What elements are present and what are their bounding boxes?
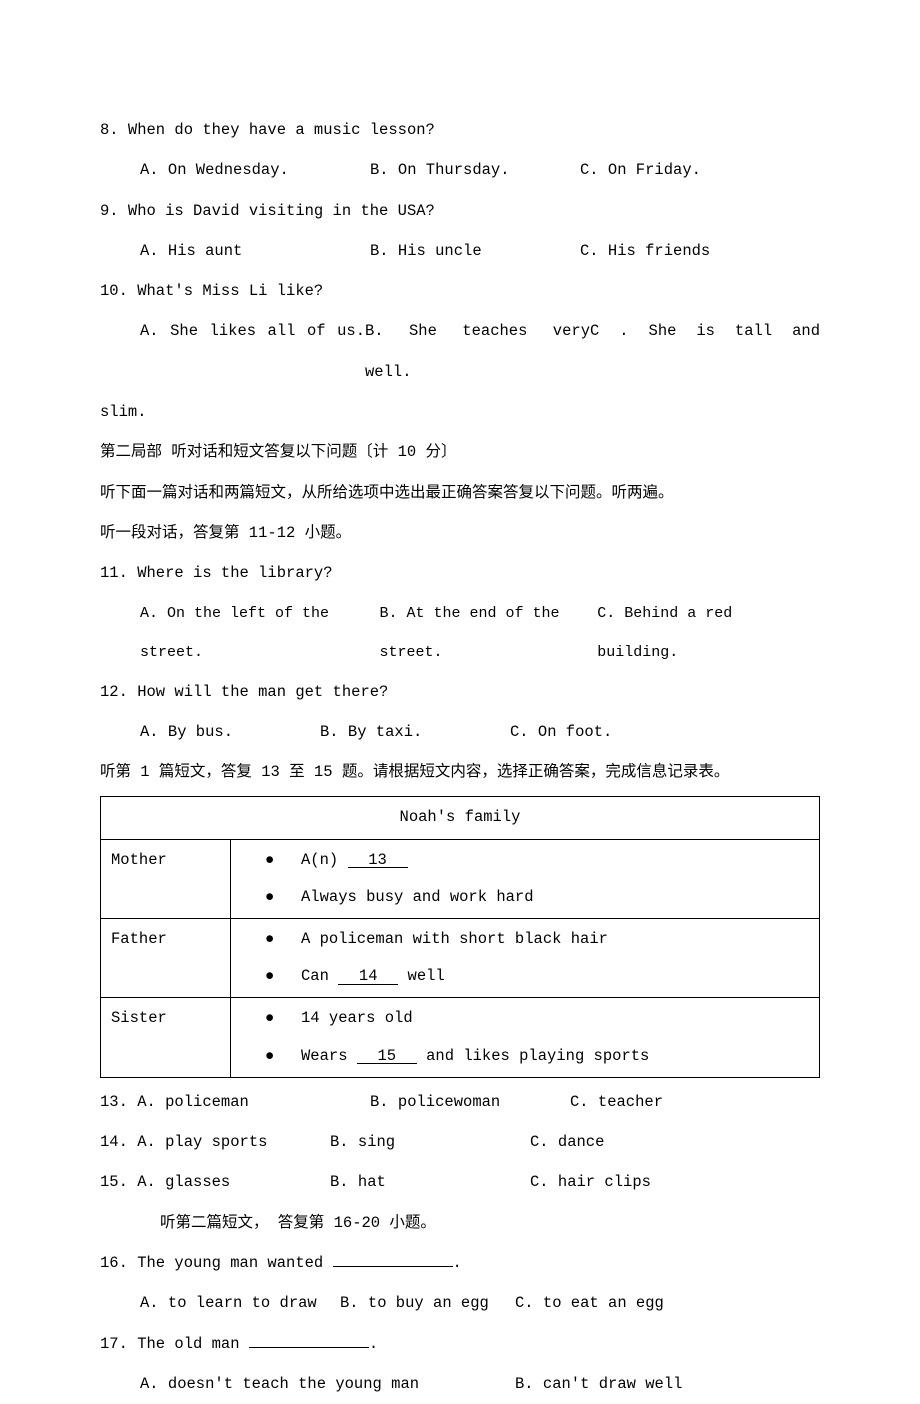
q16-opt-a: A. to learn to draw — [140, 1283, 340, 1323]
q17-opt-a: A. doesn't teach the young man — [140, 1364, 515, 1404]
table-row-sister-label: Sister — [101, 998, 231, 1077]
q12-opt-c: C. On foot. — [510, 712, 612, 752]
q15-c: C. hair clips — [530, 1162, 651, 1202]
q10-text: 10. What's Miss Li like? — [100, 271, 820, 311]
q10-opt-b: B. She teaches very well. — [365, 311, 590, 392]
section-2-title: 第二局部 听对话和短文答复以下问题〔计 10 分〕 — [100, 432, 820, 472]
q13-b: B. policewoman — [370, 1082, 570, 1122]
q16-opt-c: C. to eat an egg — [515, 1283, 664, 1323]
q13-c: C. teacher — [570, 1082, 820, 1122]
table-row-mother-content: ●A(n) 13 ●Always busy and work hard — [231, 839, 820, 918]
q11-opt-b: B. At the end of the street. — [380, 594, 598, 672]
q15-b: B. hat — [330, 1162, 530, 1202]
q14-a: 14. A. play sports — [100, 1122, 330, 1162]
q9-text: 9. Who is David visiting in the USA? — [100, 191, 820, 231]
q17-opt-b: B. can't draw well — [515, 1364, 682, 1404]
q10-opt-c: C . She is tall and — [590, 311, 820, 392]
q11-opt-c: C. Behind a red building. — [597, 594, 820, 672]
table-row-mother-label: Mother — [101, 839, 231, 918]
q13-a: 13. A. policeman — [100, 1082, 370, 1122]
question-13: 13. A. policeman B. policewoman C. teach… — [100, 1082, 820, 1122]
q15-a: 15. A. glasses — [100, 1162, 330, 1202]
q8-opt-a: A. On Wednesday. — [140, 150, 370, 190]
table-row-sister-content: ●14 years old ●Wears 15 and likes playin… — [231, 998, 820, 1077]
section-2-sub1: 听一段对话，答复第 11-12 小题。 — [100, 513, 820, 553]
question-14: 14. A. play sports B. sing C. dance — [100, 1122, 820, 1162]
q11-text: 11. Where is the library? — [100, 553, 820, 593]
section-2-desc: 听下面一篇对话和两篇短文，从所给选项中选出最正确答案答复以下问题。听两遍。 — [100, 473, 820, 513]
q12-text: 12. How will the man get there? — [100, 672, 820, 712]
question-11: 11. Where is the library? A. On the left… — [100, 553, 820, 671]
q16-opt-b: B. to buy an egg — [340, 1283, 515, 1323]
blank — [333, 1251, 453, 1267]
question-8: 8. When do they have a music lesson? A. … — [100, 110, 820, 191]
bullet-icon: ● — [241, 842, 301, 879]
q9-opt-c: C. His friends — [580, 231, 820, 271]
bullet-icon: ● — [241, 958, 301, 995]
question-9: 9. Who is David visiting in the USA? A. … — [100, 191, 820, 272]
bullet-icon: ● — [241, 1000, 301, 1037]
bullet-icon: ● — [241, 1038, 301, 1075]
table-row-father-label: Father — [101, 919, 231, 998]
q9-opt-b: B. His uncle — [370, 231, 580, 271]
question-15: 15. A. glasses B. hat C. hair clips — [100, 1162, 820, 1202]
question-12: 12. How will the man get there? A. By bu… — [100, 672, 820, 753]
q12-opt-b: B. By taxi. — [320, 712, 510, 752]
question-17: 17. The old man . A. doesn't teach the y… — [100, 1324, 820, 1404]
bullet-icon: ● — [241, 921, 301, 958]
q8-text: 8. When do they have a music lesson? — [100, 110, 820, 150]
passage2-intro: 听第二篇短文， 答复第 16-20 小题。 — [100, 1203, 820, 1243]
q11-opt-a: A. On the left of the street. — [140, 594, 380, 672]
q14-b: B. sing — [330, 1122, 530, 1162]
q12-opt-a: A. By bus. — [140, 712, 320, 752]
table-row-father-content: ●A policeman with short black hair ●Can … — [231, 919, 820, 998]
blank — [249, 1332, 369, 1348]
bullet-icon: ● — [241, 879, 301, 916]
family-table: Noah's family Mother ●A(n) 13 ●Always bu… — [100, 796, 820, 1077]
q8-opt-b: B. On Thursday. — [370, 150, 580, 190]
question-16: 16. The young man wanted . A. to learn t… — [100, 1243, 820, 1324]
q14-c: C. dance — [530, 1122, 604, 1162]
q9-opt-a: A. His aunt — [140, 231, 370, 271]
table-title: Noah's family — [101, 797, 820, 839]
question-10: 10. What's Miss Li like? A. She likes al… — [100, 271, 820, 432]
passage1-intro: 听第 1 篇短文，答复 13 至 15 题。请根据短文内容，选择正确答案，完成信… — [100, 752, 820, 792]
q8-opt-c: C. On Friday. — [580, 150, 820, 190]
q10-wrap: slim. — [100, 392, 820, 432]
q10-opt-a: A. She likes all of us. — [140, 311, 365, 392]
